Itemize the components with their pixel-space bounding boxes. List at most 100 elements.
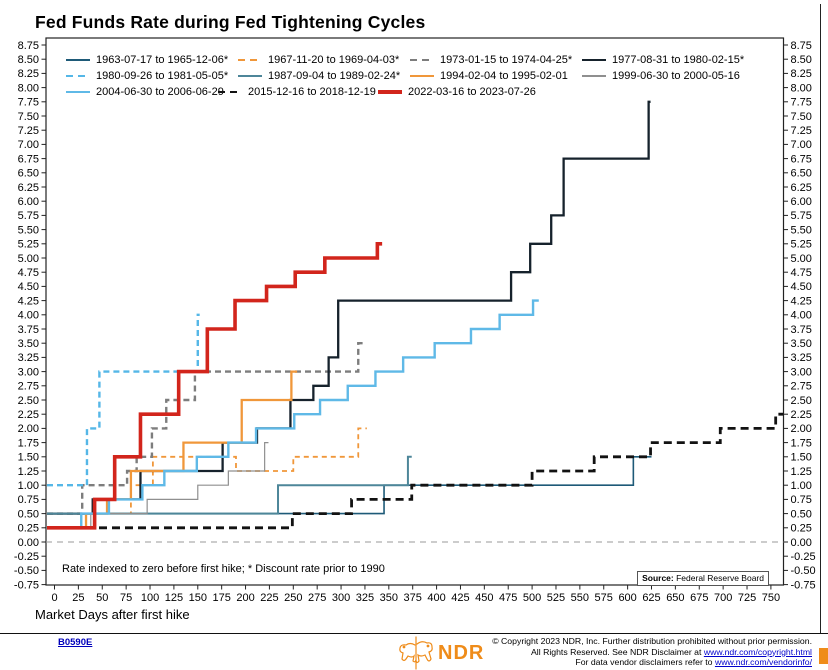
orange-accent-chip (819, 648, 828, 664)
y-tick-label-right: 1.00 (791, 480, 812, 492)
series-s2015 (47, 412, 784, 530)
x-tick-label: 300 (332, 592, 350, 604)
legend-swatch-s1977 (582, 58, 606, 62)
vendor-line-text: For data vendor disclaimers refer to (575, 657, 715, 667)
copyright-link[interactable]: www.ndr.com/copyright.html (703, 646, 812, 657)
y-tick-label-right: 2.25 (791, 409, 812, 421)
y-tick-label-left: 2.25 (18, 409, 39, 421)
y-tick-label-right: 0.50 (791, 508, 812, 520)
y-tick-label-left: 8.75 (18, 40, 39, 52)
y-tick-label-left: 1.00 (18, 480, 39, 492)
vendorinfo-link[interactable]: www.ndr.com/vendorinfo/ (714, 657, 812, 667)
y-tick-label-left: -0.75 (14, 579, 39, 591)
legend-label-s1967: 1967-11-20 to 1969-04-03* (268, 54, 400, 66)
x-tick-label: 550 (571, 592, 589, 604)
legend-swatch-s1980 (66, 74, 90, 78)
y-tick-label-left: -0.25 (14, 551, 39, 563)
y-tick-label-left: 3.25 (18, 352, 39, 364)
y-tick-label-left: 7.75 (18, 97, 39, 109)
index-note: Rate indexed to zero before first hike; … (62, 563, 385, 575)
legend-label-s2015: 2015-12-16 to 2018-12-19 (248, 86, 376, 98)
x-tick-label: 175 (212, 592, 230, 604)
ndr-logo: NDR (398, 636, 484, 670)
x-tick-label: 225 (260, 592, 278, 604)
x-tick-label: 25 (72, 592, 84, 604)
copyright-block: © Copyright 2023 NDR, Inc. Further distr… (492, 636, 812, 668)
legend-label-s1994: 1994-02-04 to 1995-02-01 (440, 70, 568, 82)
footer-divider (0, 633, 828, 634)
x-tick-label: 750 (762, 592, 780, 604)
y-tick-label-right: 1.25 (791, 466, 812, 478)
chart-title: Fed Funds Rate during Fed Tightening Cyc… (35, 12, 426, 32)
ndr-bull-bear-icon (399, 636, 433, 670)
x-tick-label: 100 (141, 592, 159, 604)
y-tick-label-left: 6.75 (18, 153, 39, 165)
legend-swatch-s1994 (410, 74, 434, 78)
y-tick-label-right: 7.25 (791, 125, 812, 137)
legend-item-s1987: 1987-09-04 to 1989-02-24* (238, 70, 400, 82)
y-tick-label-right: 2.00 (791, 423, 812, 435)
y-tick-label-left: 3.50 (18, 338, 39, 350)
source-text: Federal Reserve Board (673, 573, 764, 583)
x-tick-label: 150 (189, 592, 207, 604)
y-tick-label-right: 4.75 (791, 267, 812, 279)
x-tick-label: 0 (51, 592, 57, 604)
series-s1994 (47, 370, 298, 529)
legend-swatch-s2015 (218, 90, 242, 94)
x-tick-label: 525 (547, 592, 565, 604)
x-tick-label: 650 (666, 592, 684, 604)
y-tick-label-left: 4.25 (18, 295, 39, 307)
y-tick-label-left: 1.25 (18, 466, 39, 478)
source-note: Source: Federal Reserve Board (637, 571, 769, 586)
y-tick-label-left: 1.50 (18, 452, 39, 464)
y-tick-label-right: -0.25 (791, 551, 816, 563)
y-tick-label-left: 2.75 (18, 381, 39, 393)
x-tick-label: 200 (236, 592, 254, 604)
x-tick-label: 50 (96, 592, 108, 604)
legend-label-s1987: 1987-09-04 to 1989-02-24* (268, 70, 401, 82)
legend-label-s1980: 1980-09-26 to 1981-05-05* (96, 70, 229, 82)
y-tick-label-right: 0.75 (791, 494, 812, 506)
y-tick-label-left: 3.75 (18, 324, 39, 336)
y-tick-label-left: 1.75 (18, 437, 39, 449)
series-s2004 (47, 299, 539, 529)
y-tick-label-left: 0.75 (18, 494, 39, 506)
x-tick-label: 450 (475, 592, 493, 604)
y-tick-label-left: 0.25 (18, 523, 39, 535)
y-tick-label-right: 3.00 (791, 366, 812, 378)
y-tick-label-right: 8.75 (791, 40, 812, 52)
y-tick-label-right: 4.50 (791, 281, 812, 293)
y-tick-label-left: 2.50 (18, 395, 39, 407)
y-tick-label-right: 3.25 (791, 352, 812, 364)
series-s2022 (47, 242, 383, 530)
ndr-wordmark: NDR (438, 641, 485, 664)
x-tick-label: 700 (714, 592, 732, 604)
y-tick-label-right: 5.25 (791, 239, 812, 251)
y-tick-label-left: 4.00 (18, 310, 39, 322)
y-tick-label-left: 8.00 (18, 82, 39, 94)
x-tick-label: 475 (499, 592, 517, 604)
y-tick-label-right: 5.75 (791, 210, 812, 222)
legend-label-s2022: 2022-03-16 to 2023-07-26 (408, 86, 536, 98)
x-tick-label: 400 (427, 592, 445, 604)
x-tick-label: 250 (284, 592, 302, 604)
x-axis-title: Market Days after first hike (35, 607, 190, 622)
x-tick-label: 375 (404, 592, 422, 604)
y-tick-label-right: 5.50 (791, 224, 812, 236)
legend-item-s1980: 1980-09-26 to 1981-05-05* (66, 70, 228, 82)
y-tick-label-right: 3.50 (791, 338, 812, 350)
legend-item-s2022: 2022-03-16 to 2023-07-26 (378, 86, 536, 98)
legend-item-s1963: 1963-07-17 to 1965-12-06* (66, 54, 228, 66)
legend-label-s2004: 2004-06-30 to 2006-06-29 (96, 86, 224, 98)
series-s1980 (47, 313, 200, 487)
y-tick-label-right: 5.00 (791, 253, 812, 265)
legend-label-s1963: 1963-07-17 to 1965-12-06* (96, 54, 229, 66)
document-id-link[interactable]: B0590E (58, 637, 93, 648)
legend-swatch-s1999 (582, 75, 606, 77)
y-tick-label-right: 7.75 (791, 97, 812, 109)
y-tick-label-left: 5.50 (18, 224, 39, 236)
series-s1999 (47, 442, 269, 529)
y-tick-label-left: -0.50 (14, 565, 39, 577)
